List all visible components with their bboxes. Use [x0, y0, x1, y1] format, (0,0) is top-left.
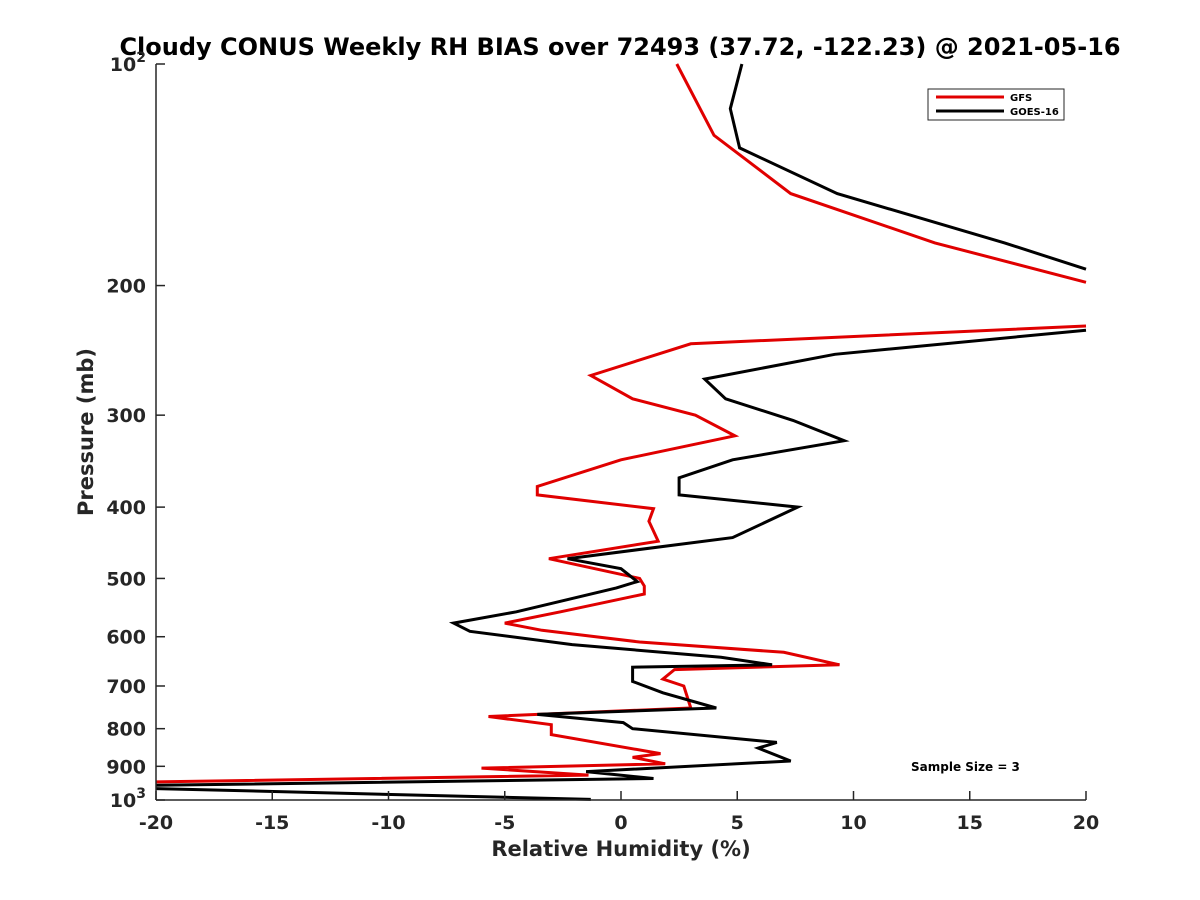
chart-title: Cloudy CONUS Weekly RH BIAS over 72493 (…: [119, 33, 1120, 61]
y-ticks: 102 200 300 400 500 600 700 800 900 103: [106, 50, 165, 812]
x-tick-label: 20: [1073, 812, 1099, 834]
legend-box: [927, 88, 1065, 121]
y-tick-label: 102: [110, 50, 146, 76]
y-tick-label: 300: [106, 405, 146, 427]
y-tick-label: 900: [106, 756, 146, 778]
y-tick-label: 103: [110, 786, 146, 812]
x-ticks: -20 -15 -10 -5 0 5 10 15 20: [139, 791, 1099, 834]
axes-layer: [155, 64, 1086, 801]
x-tick-label: 15: [957, 812, 983, 834]
x-tick-label: 5: [731, 812, 744, 834]
y-tick-label: 600: [106, 627, 146, 649]
y-tick-label: 400: [106, 497, 146, 519]
y-tick-label: 200: [106, 276, 146, 298]
y-tick-label: 800: [106, 719, 146, 741]
series-line-gfs-segment-1: [155, 324, 1087, 784]
x-axis-label: Relative Humidity (%): [491, 837, 750, 861]
x-tick-label: -10: [371, 812, 405, 834]
x-tick-label: -15: [255, 812, 289, 834]
y-axis-label: Pressure (mb): [74, 348, 98, 516]
series-line-goes16-segment-0: [728, 63, 1087, 271]
series-line-goes16-segment-2: [155, 787, 591, 801]
legend-label-gfs: GFS: [1010, 93, 1032, 104]
x-tick-label: 0: [614, 812, 627, 834]
legend: GFS GOES-16: [927, 88, 1065, 121]
legend-label-goes16: GOES-16: [1010, 107, 1059, 118]
series-line-gfs-segment-0: [675, 63, 1087, 284]
x-tick-label: 10: [840, 812, 866, 834]
y-tick-label: 700: [106, 676, 146, 698]
x-tick-label: -5: [494, 812, 515, 834]
y-tick-label: 500: [106, 568, 146, 590]
sample-size-annotation: Sample Size = 3: [911, 760, 1020, 774]
series-line-goes16-segment-1: [155, 328, 1087, 787]
series-layer: [155, 63, 1087, 801]
x-tick-label: -20: [139, 812, 173, 834]
